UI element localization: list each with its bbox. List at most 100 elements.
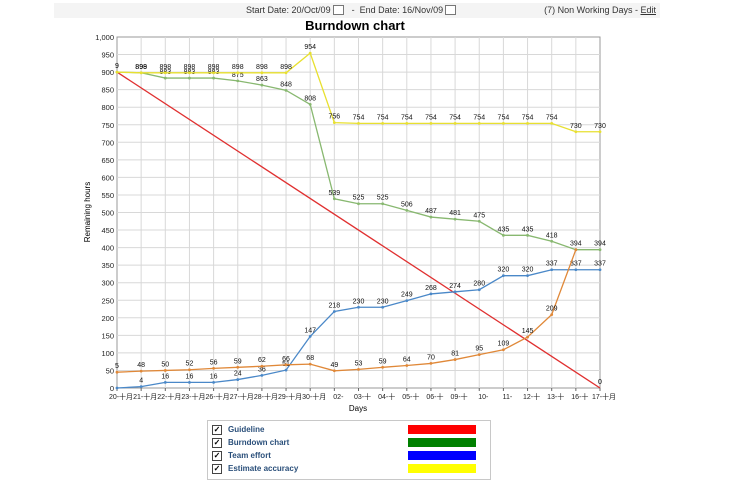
data-label: 481 <box>449 210 461 217</box>
data-label: 898 <box>232 64 244 71</box>
data-point <box>163 380 167 384</box>
data-point <box>139 385 143 388</box>
x-tick-label: 06-十 <box>426 392 443 401</box>
data-label: 754 <box>522 114 534 121</box>
legend-checkbox[interactable]: ✓ <box>212 438 222 448</box>
x-tick-label: 13-十 <box>547 392 564 401</box>
data-point <box>188 368 191 372</box>
y-tick-label: 900 <box>101 68 114 77</box>
data-label: 754 <box>449 114 461 121</box>
data-point <box>163 369 167 372</box>
data-label: 59 <box>379 358 387 365</box>
data-label: 64 <box>403 357 411 364</box>
data-label: 268 <box>425 285 437 292</box>
legend-checkbox[interactable]: ✓ <box>212 451 222 461</box>
data-point <box>405 364 409 367</box>
legend-label: Burndown chart <box>228 438 290 447</box>
y-tick-label: 200 <box>101 314 114 323</box>
data-label: 66 <box>282 356 290 363</box>
data-point <box>212 380 216 384</box>
data-point <box>598 130 602 134</box>
chart-legend: ✓ Guideline ✓ Burndown chart ✓ Team effo… <box>207 420 491 480</box>
data-label: 337 <box>546 261 558 268</box>
data-label: 16 <box>210 373 218 380</box>
legend-label: Team effort <box>228 451 271 460</box>
data-label: 53 <box>355 360 363 367</box>
data-label: 218 <box>329 302 341 309</box>
x-tick-label: 17-十月 <box>592 392 616 401</box>
data-label: 230 <box>353 298 365 305</box>
data-point <box>574 130 578 134</box>
date-range-bar: Start Date: 20/Oct/09 - End Date: 16/Nov… <box>54 3 660 18</box>
data-point <box>308 102 312 106</box>
data-label: 9 <box>115 63 119 70</box>
data-point <box>332 197 336 201</box>
legend-item-estimate-accuracy[interactable]: ✓ Estimate accuracy <box>212 463 486 475</box>
y-tick-label: 300 <box>101 279 114 288</box>
data-point <box>453 121 457 125</box>
data-label: 863 <box>256 76 268 83</box>
data-point <box>357 367 360 371</box>
data-label: 337 <box>594 261 606 268</box>
data-label: 418 <box>546 232 558 239</box>
y-tick-label: 1,000 <box>95 33 114 42</box>
data-point <box>526 335 529 339</box>
x-tick-label: 09-十 <box>451 392 468 401</box>
legend-item-burndown[interactable]: ✓ Burndown chart <box>212 437 486 449</box>
y-tick-label: 500 <box>101 209 114 218</box>
data-point <box>381 365 385 369</box>
x-tick-label: 16-十 <box>571 392 588 401</box>
burndown-chart: Burndown chart05010015020025030035040045… <box>83 18 616 413</box>
data-point <box>453 217 457 221</box>
x-tick-label: 03-十 <box>354 392 371 401</box>
non-working-days-label: (7) Non Working Days - <box>544 5 638 15</box>
data-label: 320 <box>498 267 510 274</box>
data-label: 754 <box>377 114 389 121</box>
data-label: 95 <box>475 346 483 353</box>
legend-checkbox[interactable]: ✓ <box>212 464 222 474</box>
data-point <box>188 76 191 80</box>
x-tick-label: 26-十月 <box>206 392 230 401</box>
y-tick-label: 400 <box>101 244 114 253</box>
data-label: 506 <box>401 201 413 208</box>
data-point <box>308 51 312 55</box>
data-point <box>574 268 578 272</box>
data-label: 898 <box>256 64 268 71</box>
data-label: 337 <box>570 261 582 268</box>
data-label: 68 <box>306 355 314 362</box>
data-label: 0 <box>598 379 602 386</box>
data-label: 394 <box>594 241 606 248</box>
end-date-label: End Date: <box>359 5 400 15</box>
data-label: 899 <box>135 64 147 71</box>
data-point <box>502 274 505 278</box>
y-tick-label: 0 <box>110 384 114 393</box>
data-label: 5 <box>115 363 119 370</box>
y-tick-label: 600 <box>101 173 114 182</box>
legend-swatch <box>408 451 476 460</box>
calendar-icon[interactable] <box>445 4 457 15</box>
data-label: 4 <box>139 378 143 385</box>
data-label: 59 <box>234 358 242 365</box>
data-point <box>453 358 457 361</box>
calendar-icon[interactable] <box>332 4 344 15</box>
x-tick-label: 22-十月 <box>157 392 181 401</box>
data-label: 62 <box>258 357 266 364</box>
data-label: 525 <box>353 195 365 202</box>
legend-item-team-effort[interactable]: ✓ Team effort <box>212 450 486 462</box>
data-point <box>429 121 433 125</box>
x-tick-label: 28-十月 <box>254 392 278 401</box>
data-label: 230 <box>377 298 389 305</box>
data-point <box>332 369 336 373</box>
x-tick-label: 11- <box>503 394 513 401</box>
data-label: 898 <box>135 64 147 71</box>
data-label: 147 <box>304 327 316 334</box>
data-point <box>550 268 554 272</box>
data-point <box>429 362 433 365</box>
legend-swatch <box>408 464 476 473</box>
legend-checkbox[interactable]: ✓ <box>212 425 222 435</box>
edit-link[interactable]: Edit <box>640 5 656 15</box>
legend-item-guideline[interactable]: ✓ Guideline <box>212 424 486 436</box>
data-point <box>502 348 505 352</box>
data-point <box>115 370 119 374</box>
end-date-value: 16/Nov/09 <box>402 5 444 15</box>
